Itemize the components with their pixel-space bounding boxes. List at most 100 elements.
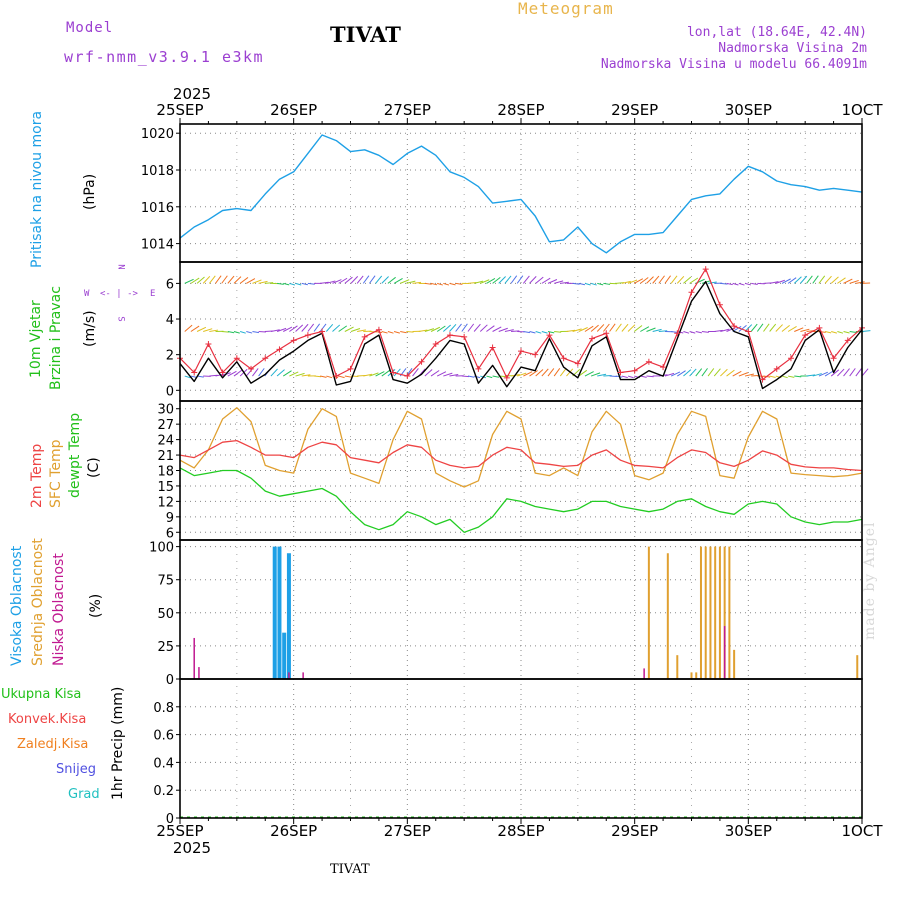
x-tick-label: 25SEP [156, 101, 203, 119]
y-tick-label: 25 [157, 640, 174, 655]
wind-vector-gust [560, 281, 569, 284]
wind-vector-gust [258, 280, 268, 284]
wind-vector-gust [793, 276, 802, 284]
wind-vector-gust [356, 275, 364, 284]
wind-vector-low [818, 371, 829, 377]
wind-vector-gust [227, 275, 235, 284]
gust-marker [645, 358, 652, 365]
wind-vector-mean [486, 325, 495, 332]
wind-vector-low [664, 372, 675, 377]
wind-vector-low [276, 369, 285, 377]
cloud-high-bar [286, 553, 291, 679]
wind-vector-mean [319, 323, 327, 332]
wind-vector-mean [196, 326, 207, 332]
wind-compass: N W <- | -> E S [84, 262, 160, 324]
wind-vector-low [326, 375, 333, 379]
wind-vector-gust [578, 282, 586, 286]
gust-marker [702, 266, 709, 273]
y-tick-label: 100 [149, 541, 174, 556]
wind-vector-mean [683, 331, 690, 334]
wind-vector-gust [824, 275, 832, 284]
cloud-mid-bar [728, 546, 731, 679]
wind-vector-low [855, 368, 862, 377]
wind-vector-mean [504, 329, 514, 332]
x-tick-label: 30SEP [725, 822, 772, 840]
precip-hail-label: Grad [68, 787, 100, 802]
cloud-low-bar [288, 672, 290, 679]
wind-vector-low [720, 368, 728, 377]
wind-vector-mean [523, 331, 531, 334]
x-tick-label: 26SEP [270, 822, 317, 840]
wind-vector-mean [781, 324, 790, 332]
wind-vector-low [492, 375, 500, 378]
wind-vector-gust [190, 277, 200, 284]
gust-marker [205, 340, 212, 347]
wind-vector-mean [849, 331, 857, 333]
wind-vector-low [295, 372, 305, 377]
wind-vector-gust [830, 276, 839, 284]
wind-vector-low [640, 375, 647, 378]
wind-vector-gust [320, 281, 329, 284]
compass-east: E [150, 289, 156, 299]
x-tick-label: 27SEP [384, 822, 431, 840]
wind-vector-gust [818, 275, 826, 284]
wind-vector-low [670, 371, 681, 377]
wind-vector-mean [381, 331, 388, 334]
cloud-mid-bar [709, 546, 712, 679]
y-tick-label: 0 [166, 384, 174, 399]
wind-vector-gust [522, 275, 530, 284]
gust-marker [290, 337, 297, 344]
wind-vector-mean [406, 331, 414, 333]
top-time-axis: 25SEP 26SEP 27SEP 28SEP 29SEP 30SEP 1OCT 2025 [156, 85, 883, 124]
wind-vector-mean [578, 327, 588, 332]
wind-vector-mean [393, 331, 400, 334]
wind-vector-gust [473, 280, 484, 284]
y-tick-label: 50 [157, 607, 174, 622]
wind-vector-gust [437, 282, 443, 286]
x-tick-label: 25SEP [156, 822, 203, 840]
gust-marker [603, 330, 610, 337]
wind-vector-low [523, 371, 533, 377]
wind-vector-low [597, 373, 607, 377]
wind-vector-gust [239, 277, 249, 284]
wind-vector-gust [775, 279, 785, 284]
wind-vector-low [486, 375, 493, 379]
wind-vector-gust [208, 275, 216, 284]
wind-vector-low [837, 368, 845, 377]
model-name: wrf-nmm_v3.9.1 e3km [64, 48, 265, 66]
y-tick-label: 15 [157, 480, 174, 495]
y-tick-label: 1018 [141, 164, 174, 179]
wind-vector-mean [738, 324, 747, 332]
wind-vector-mean [831, 331, 838, 334]
gust-marker [390, 369, 397, 376]
precip-conv-label: Konvek.Kisa [8, 712, 87, 727]
wind-vector-gust [787, 277, 797, 284]
wind-vector-mean [270, 329, 280, 332]
wind-vector-mean [689, 331, 696, 334]
wind-vector-low [578, 369, 588, 377]
compass-arrows: <- | -> [100, 289, 138, 299]
wind-vector-mean [350, 328, 361, 332]
wind-vector-mean [529, 331, 536, 334]
wind-vector-mean [233, 331, 240, 334]
wind-vector-low [843, 368, 850, 377]
wind-vector-gust [400, 279, 410, 284]
gust-marker [446, 332, 453, 339]
gust-marker [461, 333, 468, 340]
wind-vector-gust [504, 275, 512, 284]
wind-vector-mean [627, 324, 636, 332]
wind-vector-mean [295, 324, 304, 332]
wind-vector-low [252, 368, 259, 377]
gust-marker [560, 355, 567, 362]
wind-vector-low [707, 368, 715, 377]
wind-vector-mean [325, 323, 334, 332]
wind-vector-low [320, 375, 327, 378]
cloud-mid-bar [704, 546, 707, 679]
x-tick-label: 26SEP [270, 101, 317, 119]
wind-vector-low [233, 369, 243, 377]
wind-vector-low [683, 369, 692, 377]
wind-vector-gust [338, 277, 348, 284]
gust-marker [375, 326, 382, 333]
wind-vector-mean [357, 329, 366, 332]
